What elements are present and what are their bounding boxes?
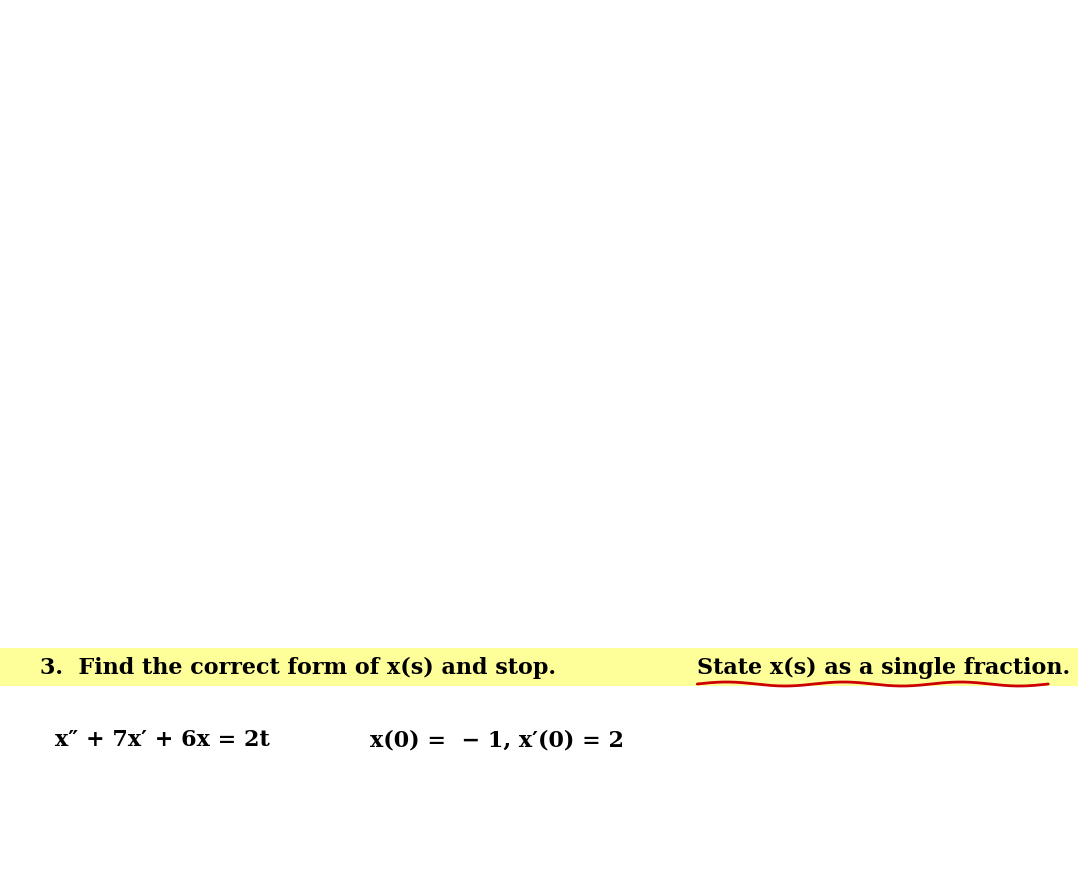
Text: x″ + 7x′ + 6x = 2t: x″ + 7x′ + 6x = 2t xyxy=(55,729,270,751)
FancyBboxPatch shape xyxy=(0,648,1078,686)
Text: 3.  Find the correct form of x(s) and stop.: 3. Find the correct form of x(s) and sto… xyxy=(40,657,571,679)
Text: x(0) =  − 1, x′(0) = 2: x(0) = − 1, x′(0) = 2 xyxy=(370,729,624,751)
Text: State x(s) as a single fraction.: State x(s) as a single fraction. xyxy=(697,657,1070,679)
